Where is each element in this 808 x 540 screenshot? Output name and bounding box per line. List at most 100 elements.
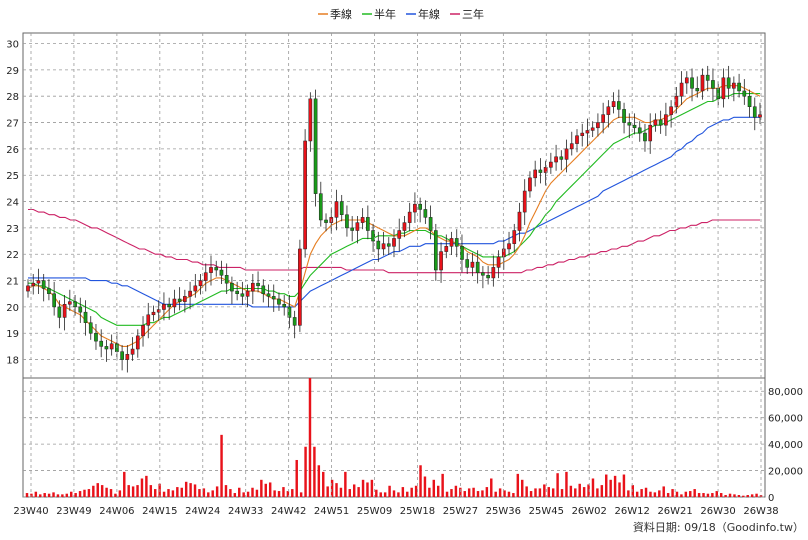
volume-bar — [92, 485, 95, 497]
volume-bar — [34, 491, 38, 497]
candle-body — [277, 298, 281, 305]
volume-axis: 0 20,000 40,000 60,000 80,000 — [768, 387, 803, 504]
volume-bar — [401, 487, 405, 497]
candle — [104, 339, 109, 362]
candle-body — [585, 130, 590, 134]
volume-bar — [339, 487, 343, 497]
volume-bar — [388, 485, 391, 497]
candle-body — [439, 251, 443, 271]
candle-body — [622, 109, 626, 123]
volume-bar — [268, 482, 272, 497]
candle — [522, 179, 527, 225]
candle-body — [146, 314, 151, 326]
volume-bar — [719, 493, 723, 497]
candle-body — [522, 190, 527, 213]
candle-body — [318, 193, 323, 221]
price-tick-label: 24 — [6, 198, 19, 209]
x-tick-label: 26W12 — [615, 506, 650, 517]
volume-bar — [370, 479, 374, 497]
candle — [172, 289, 177, 314]
candle — [533, 160, 538, 187]
candle — [177, 287, 182, 311]
candle — [339, 194, 344, 222]
candle-body — [345, 214, 349, 229]
candle-body — [543, 167, 548, 173]
candle-body — [554, 156, 558, 163]
candle — [658, 110, 663, 134]
volume-bar — [96, 483, 99, 497]
volume-bar — [410, 487, 413, 497]
candle-body — [355, 222, 360, 231]
volume-bar — [366, 482, 369, 497]
candle — [486, 266, 490, 285]
volume-bar — [220, 434, 223, 497]
candle-body — [47, 288, 51, 294]
candle-body — [637, 127, 642, 134]
candle-body — [198, 280, 203, 287]
volume-bar — [569, 485, 573, 497]
candle-body — [397, 230, 402, 239]
candle — [360, 208, 365, 230]
candle — [219, 260, 224, 284]
candle-body — [428, 217, 433, 231]
candle-body — [486, 275, 490, 279]
candle — [371, 223, 375, 252]
candle — [230, 276, 234, 304]
candle — [732, 76, 736, 102]
candle — [648, 113, 653, 154]
candle-body — [292, 317, 297, 326]
candle-body — [664, 114, 668, 126]
candle-body — [167, 304, 172, 308]
candle-body — [209, 267, 213, 273]
candle — [402, 216, 407, 238]
volume-bar — [512, 493, 515, 497]
candle-body — [658, 119, 663, 126]
candle-body — [460, 246, 464, 260]
chart-legend: 季線 半年 年線 三年 — [318, 7, 484, 21]
price-tick-label: 25 — [6, 171, 19, 182]
volume-bar — [737, 495, 741, 497]
candle-body — [475, 261, 480, 273]
x-tick-label: 25W27 — [443, 506, 478, 517]
volume-bar — [715, 491, 719, 497]
legend-label-1: 半年 — [374, 7, 396, 21]
volume-bar — [560, 489, 564, 497]
x-tick-label: 26W02 — [572, 506, 607, 517]
candle-body — [517, 211, 522, 231]
candle — [669, 100, 673, 128]
volume-bar — [728, 493, 732, 497]
volume-bar — [392, 490, 396, 497]
x-tick-label: 26W38 — [743, 506, 778, 517]
volume-bar — [680, 494, 683, 497]
volume-bar — [246, 491, 250, 497]
volume-bar — [308, 378, 312, 497]
candle — [397, 218, 402, 252]
volume-bar — [361, 479, 365, 497]
candle-body — [235, 290, 239, 294]
volume-bar — [65, 493, 69, 497]
candle-body — [162, 304, 166, 310]
volume-bar — [525, 486, 528, 497]
candle-body — [73, 301, 77, 308]
candle-body — [31, 282, 36, 287]
volume-bar — [87, 489, 91, 497]
candle — [99, 329, 104, 358]
volume-bar — [379, 492, 382, 497]
volume-bar — [635, 491, 639, 497]
x-tick-label: 24W24 — [185, 506, 220, 517]
volume-bar — [202, 488, 206, 497]
candle — [57, 300, 62, 329]
candle — [256, 271, 260, 293]
candle-body — [245, 290, 250, 297]
volume-bar — [653, 492, 657, 497]
volume-bar — [746, 495, 749, 497]
candle-body — [41, 280, 46, 289]
candle-body — [496, 256, 501, 268]
candle-body — [407, 211, 412, 223]
volume-bar — [534, 488, 537, 497]
candle-body — [726, 77, 731, 89]
volume-bar — [445, 491, 449, 497]
candle-body — [287, 306, 292, 318]
candle — [575, 129, 579, 153]
candle-body — [26, 285, 30, 292]
